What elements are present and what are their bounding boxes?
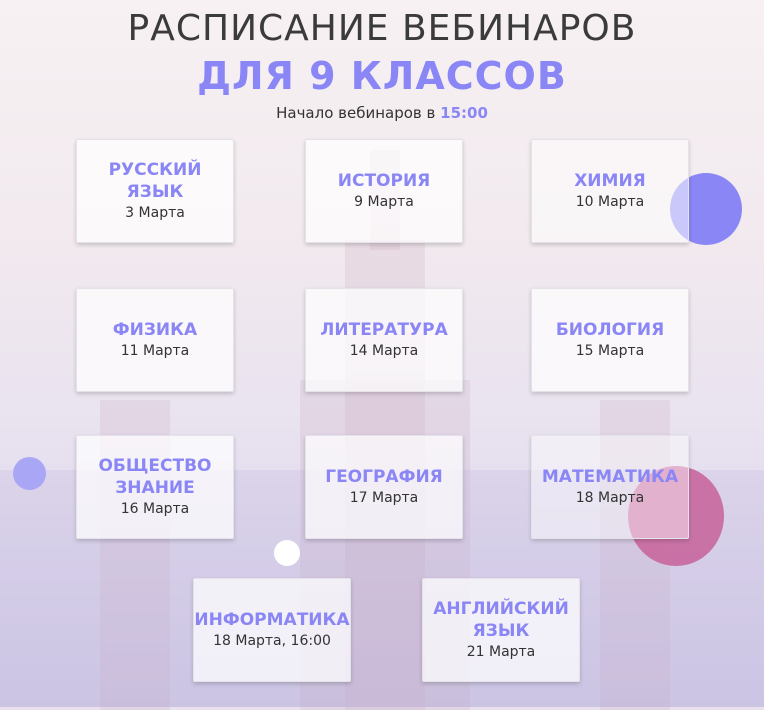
date: 21 Марта [466, 644, 536, 660]
subject: ИСТОРИЯ [337, 171, 431, 191]
start-time-note: Начало вебинаров в 15:00 [0, 104, 764, 122]
webinar-card[interactable]: ИНФОРМАТИКА 18 Марта, 16:00 [193, 578, 351, 682]
page-subtitle: ДЛЯ 9 КЛАССОВ [197, 54, 567, 98]
webinar-card[interactable]: ЛИТЕРАТУРА 14 Марта [305, 288, 463, 392]
subject: ОБЩЕСТВО ЗНАНИЕ [98, 456, 212, 498]
subject: БИОЛОГИЯ [555, 320, 665, 340]
webinar-card[interactable]: ГЕОГРАФИЯ 17 Марта [305, 435, 463, 539]
date: 10 Марта [575, 194, 645, 210]
date: 18 Марта, 16:00 [213, 633, 331, 649]
date: 17 Марта [349, 490, 419, 506]
start-prefix: Начало вебинаров в [276, 104, 436, 122]
webinar-card[interactable]: ИСТОРИЯ 9 Марта [305, 139, 463, 243]
date: 16 Марта [120, 501, 190, 517]
webinar-card[interactable]: АНГЛИЙСКИЙ ЯЗЫК 21 Марта [422, 578, 580, 682]
webinar-card[interactable]: МАТЕМАТИКА 18 Марта [531, 435, 689, 539]
date: 9 Марта [354, 194, 414, 210]
webinar-card[interactable]: ОБЩЕСТВО ЗНАНИЕ 16 Марта [76, 435, 234, 539]
decor-circle-pink [628, 466, 724, 566]
page-title: РАСПИСАНИЕ ВЕБИНАРОВ [127, 8, 637, 49]
date: 11 Марта [120, 343, 190, 359]
subject: МАТЕМАТИКА [541, 467, 679, 487]
webinar-card[interactable]: ФИЗИКА 11 Марта [76, 288, 234, 392]
webinar-card[interactable]: БИОЛОГИЯ 15 Марта [531, 288, 689, 392]
date: 18 Марта [575, 490, 645, 506]
decor-circle-small-blue [13, 457, 46, 490]
subject: АНГЛИЙСКИЙ ЯЗЫК [433, 599, 569, 641]
start-time: 15:00 [440, 104, 488, 122]
subject: РУССКИЙ ЯЗЫК [108, 160, 202, 202]
webinar-card[interactable]: ХИМИЯ 10 Марта [531, 139, 689, 243]
date: 15 Марта [575, 343, 645, 359]
subject: ХИМИЯ [574, 171, 646, 191]
date: 3 Марта [125, 205, 185, 221]
subject: ГЕОГРАФИЯ [325, 467, 443, 487]
webinar-card[interactable]: РУССКИЙ ЯЗЫК 3 Марта [76, 139, 234, 243]
subject: ИНФОРМАТИКА [194, 610, 350, 630]
subject: ЛИТЕРАТУРА [320, 320, 448, 340]
date: 14 Марта [349, 343, 419, 359]
subject: ФИЗИКА [112, 320, 198, 340]
decor-circle-white [274, 540, 300, 566]
